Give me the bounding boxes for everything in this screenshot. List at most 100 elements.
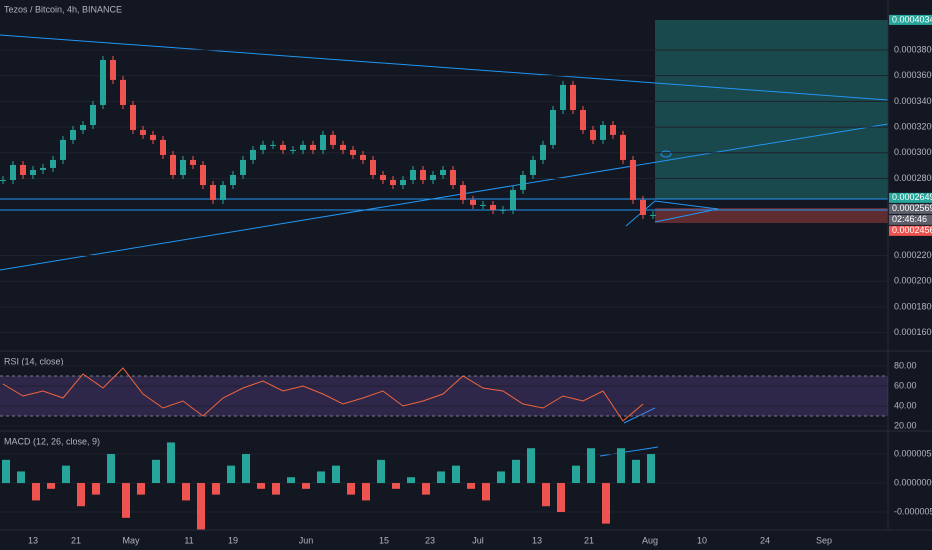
x-tick-label: Sep	[816, 535, 832, 545]
candle	[290, 149, 296, 151]
histogram-bar	[602, 483, 610, 524]
histogram-bar	[647, 454, 655, 484]
candle	[610, 125, 616, 135]
histogram-bar	[17, 471, 25, 484]
candle	[510, 189, 516, 210]
candle	[60, 139, 66, 160]
x-tick-label: 13	[28, 535, 38, 545]
histogram-bar	[167, 442, 175, 484]
histogram-bar	[347, 483, 355, 495]
candle	[460, 185, 466, 200]
histogram-bar	[437, 471, 445, 484]
y-tick-label: 60.00	[894, 380, 917, 390]
histogram-bar	[527, 448, 535, 484]
price-tag-label: 0.0002456	[892, 225, 932, 235]
price-tag	[889, 225, 932, 236]
histogram-bar	[197, 483, 205, 530]
candle	[470, 199, 476, 205]
histogram-bar	[572, 465, 580, 484]
histogram-bar	[617, 448, 625, 484]
x-tick-label: Jun	[299, 535, 314, 545]
candle	[550, 109, 556, 145]
candle	[390, 180, 396, 186]
divergence-line	[623, 407, 656, 424]
rsi-band	[0, 376, 888, 416]
candle	[50, 159, 56, 168]
candle	[420, 169, 426, 181]
histogram-bar	[467, 483, 475, 489]
x-tick-label: 24	[760, 535, 770, 545]
symbol-title: Tezos / Bitcoin, 4h, BINANCE	[4, 4, 122, 14]
histogram-bar	[392, 483, 400, 489]
x-tick-label: 21	[71, 535, 81, 545]
candle	[570, 84, 576, 110]
histogram-bar	[362, 483, 370, 501]
candle	[410, 169, 416, 181]
histogram-bar	[182, 483, 190, 501]
candle	[40, 167, 46, 170]
candle	[0, 180, 6, 182]
candle	[330, 134, 336, 145]
candle	[120, 79, 126, 105]
x-tick-label: Aug	[642, 535, 658, 545]
histogram-bar	[422, 483, 430, 495]
histogram-bar	[452, 465, 460, 484]
candle	[540, 144, 546, 160]
macd-title: MACD (12, 26, close, 9)	[4, 436, 100, 446]
candle	[380, 175, 386, 181]
y-tick-label: 80.00	[894, 360, 917, 370]
candle	[340, 144, 346, 150]
histogram-bar	[107, 454, 115, 484]
candle	[70, 130, 76, 140]
candle	[140, 130, 146, 135]
price-tag-label: 0.0004034	[892, 14, 932, 24]
histogram-bar	[32, 483, 40, 501]
candle	[90, 104, 96, 126]
candle	[260, 144, 266, 150]
x-tick-label: 11	[184, 535, 193, 545]
histogram-bar	[497, 471, 505, 484]
histogram-bar	[77, 483, 85, 507]
candle	[430, 175, 436, 181]
candle	[250, 149, 256, 160]
histogram-bar	[587, 448, 595, 484]
histogram-bar	[512, 459, 520, 484]
price-tag-label: 0.0002649	[892, 192, 932, 202]
candle	[370, 159, 376, 175]
candle	[220, 185, 226, 200]
histogram-bar	[377, 459, 385, 484]
candle	[620, 134, 626, 160]
x-tick-label: 15	[379, 535, 389, 545]
histogram-bar	[542, 483, 550, 507]
price-tag-label: 0.0002569	[892, 203, 932, 213]
candle	[500, 209, 506, 211]
histogram-bar	[62, 465, 70, 484]
histogram-bar	[2, 459, 10, 484]
candle	[400, 180, 406, 186]
candle	[580, 109, 586, 131]
candle	[300, 144, 306, 150]
x-tick-label: 13	[532, 535, 542, 545]
y-tick-label: 0.0000000	[894, 477, 932, 487]
candle	[440, 169, 446, 175]
candle	[130, 104, 136, 131]
histogram-bar	[122, 483, 130, 518]
histogram-bar	[332, 465, 340, 484]
histogram-bar	[302, 483, 310, 489]
candle	[560, 84, 566, 110]
x-tick-label: Jul	[472, 535, 484, 545]
candle	[320, 134, 326, 150]
y-tick-label: 20.00	[894, 420, 917, 430]
candle	[350, 149, 356, 155]
y-tick-label: 40.00	[894, 400, 917, 410]
candle	[110, 60, 116, 80]
x-tick-label: 23	[425, 535, 435, 545]
candle	[280, 144, 286, 150]
candle	[20, 164, 26, 175]
